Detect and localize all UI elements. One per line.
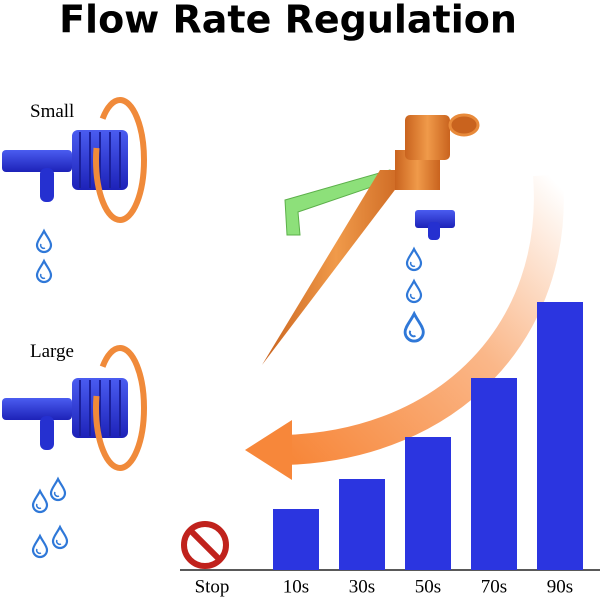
x-tick-label: 10s	[283, 576, 309, 597]
x-tick-label: 50s	[415, 576, 441, 597]
drop-icon	[35, 229, 53, 254]
chart-title: Flow Rate Regulation	[59, 0, 517, 42]
bar	[537, 302, 583, 570]
annotation: Large	[30, 341, 74, 362]
drop-icon	[51, 525, 69, 550]
bar	[471, 378, 517, 570]
bar	[273, 509, 319, 570]
valve-icon	[2, 348, 144, 468]
stop-icon	[181, 521, 229, 569]
drop-icon	[31, 489, 49, 514]
flow-arrow-head	[245, 420, 292, 480]
drop-icon	[35, 259, 53, 284]
x-tick-label: 70s	[481, 576, 507, 597]
x-tick-label: 30s	[349, 576, 375, 597]
bar	[339, 479, 385, 570]
annotation: Small	[30, 101, 74, 122]
bar	[405, 437, 451, 570]
spike-illustration	[262, 113, 480, 365]
x-tick-label: Stop	[195, 576, 230, 597]
drop-icon	[31, 534, 49, 559]
drop-icon	[49, 477, 67, 502]
x-tick-label: 90s	[547, 576, 573, 597]
bar-chart: Stop 10s 30s 50s 70s 90s	[195, 302, 583, 597]
flow-arrow	[284, 173, 564, 465]
